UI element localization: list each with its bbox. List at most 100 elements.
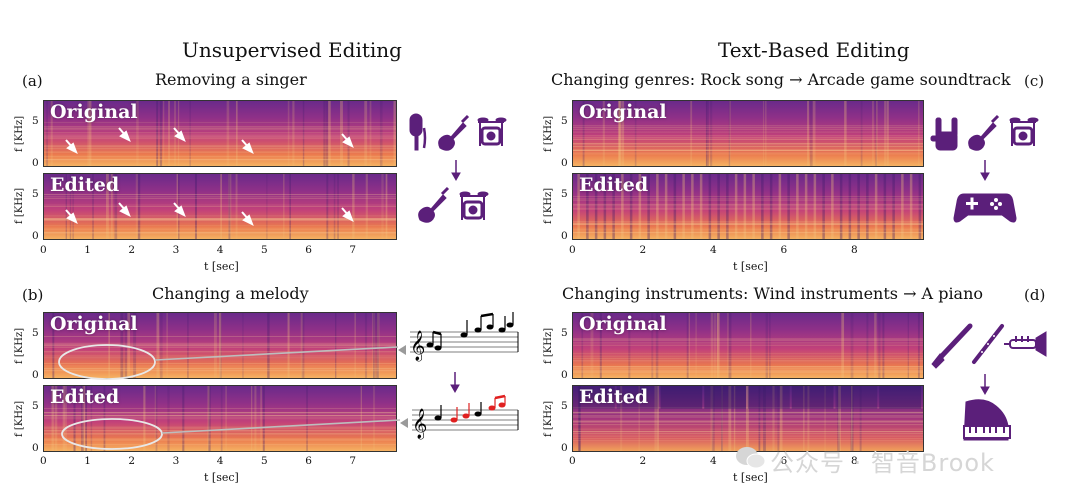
- down-arrow-icon: [451, 160, 461, 182]
- arrow-icon: [341, 207, 354, 223]
- x-tick-label: 6: [305, 455, 312, 467]
- section-title-unsupervised: Unsupervised Editing: [182, 38, 402, 62]
- arrow-icon: [241, 139, 254, 155]
- y-axis-label: f [KHz]: [14, 187, 25, 224]
- y-tick-label: 5: [561, 115, 568, 127]
- down-arrow-icon: [980, 160, 990, 182]
- x-tick-label: 6: [305, 244, 312, 256]
- y-axis-label: f [KHz]: [14, 115, 25, 152]
- rock-hand-icon: [930, 117, 958, 151]
- x-axis-label: t [sec]: [733, 471, 768, 484]
- spectrogram-label: Edited: [50, 386, 120, 408]
- x-tick-label: 2: [639, 244, 647, 256]
- svg-text:𝄞: 𝄞: [410, 330, 425, 362]
- spectrogram-a-original: Original: [43, 100, 397, 167]
- x-tick-label: 8: [851, 244, 858, 256]
- y-tick-label: 0: [561, 157, 568, 169]
- y-tick-label: 0: [561, 369, 568, 381]
- melody-region-ellipse: [58, 344, 156, 380]
- y-tick-label: 0: [32, 230, 39, 242]
- recorder-icon: [972, 324, 1004, 364]
- x-tick-label: 3: [172, 244, 180, 256]
- x-tick-label: 5: [261, 455, 268, 467]
- arrow-icon: [341, 133, 354, 149]
- guitar-icon: [438, 114, 470, 151]
- x-tick-label: 0: [40, 244, 47, 256]
- spectrogram-c-original: Original: [572, 100, 924, 167]
- spectrogram-label: Original: [579, 101, 667, 123]
- spectrogram-label: Original: [50, 313, 138, 335]
- y-tick-label: 5: [561, 188, 568, 200]
- piano-icon: [963, 399, 1011, 441]
- spectrogram-label: Original: [50, 101, 138, 123]
- spectrogram-label: Edited: [579, 174, 649, 196]
- x-tick-label: 8: [851, 455, 858, 467]
- svg-text:𝄞: 𝄞: [412, 408, 427, 440]
- x-tick-label: 3: [172, 455, 180, 467]
- panel-title-d: Changing instruments: Wind instruments →…: [562, 284, 984, 303]
- y-tick-label: 5: [32, 115, 39, 127]
- x-axis-label: t [sec]: [733, 260, 768, 273]
- drums-icon: [459, 191, 489, 220]
- connector-line: [161, 419, 401, 434]
- spectrogram-label: Edited: [50, 174, 120, 196]
- panel-letter-a: (a): [22, 72, 43, 90]
- watermark-text: 公众号 · 智音Brook: [770, 449, 995, 477]
- y-axis-label: f [KHz]: [543, 400, 554, 437]
- x-tick-label: 2: [128, 244, 136, 256]
- x-tick-label: 1: [84, 244, 91, 256]
- guitar-icon: [968, 114, 1000, 151]
- arrow-icon: [118, 127, 131, 143]
- y-tick-label: 0: [561, 442, 568, 454]
- y-axis-label: f [KHz]: [543, 187, 554, 224]
- music-score-icon: 𝄞: [398, 312, 519, 362]
- y-tick-label: 5: [32, 327, 39, 339]
- x-tick-label: 2: [639, 455, 647, 467]
- y-tick-label: 5: [561, 327, 568, 339]
- arrow-icon: [173, 202, 186, 218]
- gamepad-icon: [953, 193, 1017, 223]
- y-axis-label: f [KHz]: [543, 115, 554, 152]
- spectrogram-a-edited: Edited: [43, 173, 397, 240]
- icon-group-b: 𝄞 𝄞: [398, 312, 519, 440]
- spectrogram-b-original: Original: [43, 312, 397, 379]
- x-tick-label: 4: [216, 244, 224, 256]
- x-tick-label: 0: [569, 455, 576, 467]
- x-tick-label: 4: [710, 455, 717, 467]
- panel-title-c: Changing genres: Rock song → Arcade game…: [551, 70, 1011, 89]
- x-tick-label: 4: [216, 455, 224, 467]
- y-tick-label: 0: [32, 157, 39, 169]
- y-tick-label: 5: [32, 400, 39, 412]
- trumpet-icon: [1004, 331, 1047, 357]
- y-tick-label: 0: [32, 369, 39, 381]
- panel-letter-c: (c): [1024, 72, 1045, 90]
- arrow-icon: [241, 211, 254, 227]
- spectrogram-label: Original: [579, 313, 667, 335]
- icon-group-d: [931, 323, 1047, 441]
- x-tick-label: 5: [261, 244, 268, 256]
- connector-line: [154, 346, 399, 361]
- spectrogram-d-original: Original: [572, 312, 924, 379]
- y-axis-label: f [KHz]: [543, 327, 554, 364]
- x-axis-label: t [sec]: [204, 260, 239, 273]
- y-axis-label: f [KHz]: [14, 327, 25, 364]
- microphone-icon: [409, 113, 427, 151]
- x-tick-label: 6: [780, 244, 788, 256]
- spectrogram-c-edited: Edited: [572, 173, 924, 240]
- panel-letter-d: (d): [1024, 286, 1046, 304]
- melody-region-ellipse: [61, 418, 163, 450]
- spectrogram-d-edited: Edited: [572, 385, 924, 452]
- x-tick-label: 0: [40, 455, 47, 467]
- icon-group-a: [409, 113, 507, 223]
- y-tick-label: 0: [32, 442, 39, 454]
- x-tick-label: 7: [349, 244, 357, 256]
- spectrogram-label: Edited: [579, 386, 649, 408]
- drums-icon: [1009, 117, 1039, 146]
- arrow-icon: [65, 139, 78, 155]
- x-tick-label: 1: [84, 455, 91, 467]
- arrow-icon: [118, 202, 131, 218]
- x-tick-label: 0: [569, 244, 576, 256]
- panel-letter-b: (b): [22, 286, 44, 304]
- x-axis-label: t [sec]: [204, 471, 239, 484]
